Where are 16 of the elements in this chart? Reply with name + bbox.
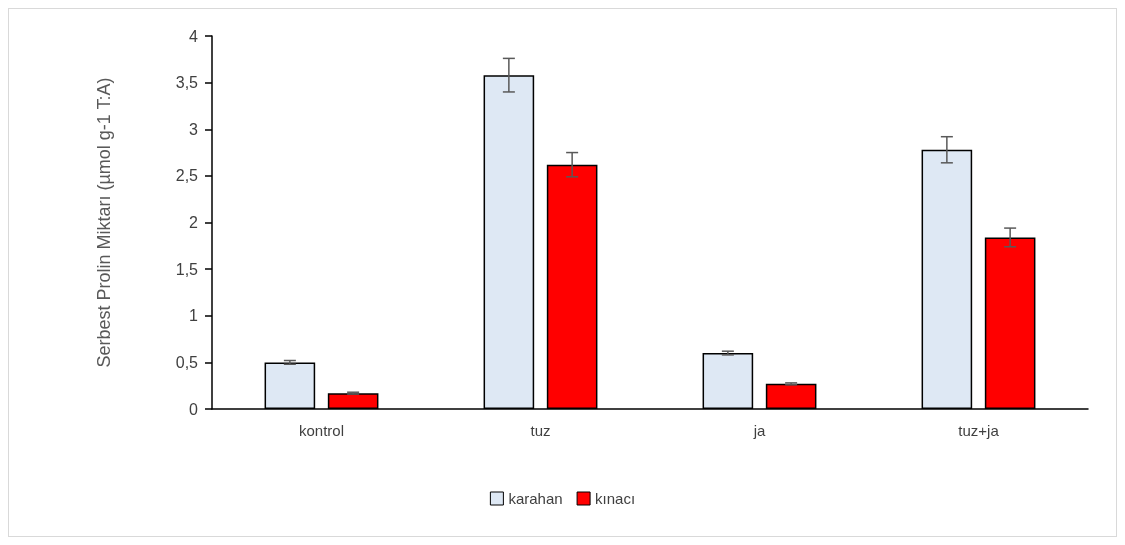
y-tick-label: 0: [189, 400, 199, 418]
y-tick-label: 2,5: [175, 167, 199, 185]
y-tick-label: 3,5: [175, 74, 199, 92]
x-tick-label: ja: [752, 422, 766, 439]
y-axis-title: Serbest Prolin Miktarı (µmol g-1 T:A): [94, 77, 114, 368]
legend-label: kınacı: [595, 490, 636, 507]
y-tick-label: 4: [189, 27, 199, 45]
y-tick-label: 1,5: [175, 260, 199, 278]
y-tick-label: 2: [189, 214, 199, 231]
x-tick-label: kontrol: [298, 422, 345, 439]
y-tick-label: 0,5: [175, 353, 199, 371]
y-tick-label: 1: [189, 307, 199, 325]
legend-label: karahan: [508, 490, 563, 507]
x-tick-label: tuz: [530, 422, 551, 439]
y-tick-label: 3: [189, 120, 199, 138]
x-tick-label: tuz+ja: [958, 422, 1000, 439]
